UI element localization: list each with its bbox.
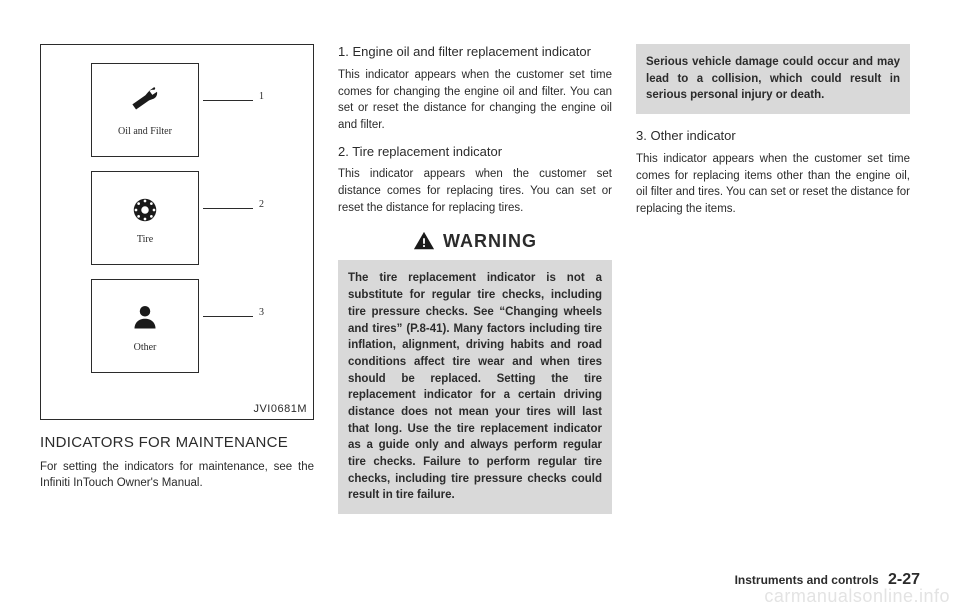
leader-line — [203, 316, 253, 317]
diagram-row-other: Other 3 — [51, 279, 303, 373]
leader-line — [203, 208, 253, 209]
tire-card: Tire — [91, 171, 199, 265]
other-card: Other — [91, 279, 199, 373]
section-heading: INDICATORS FOR MAINTE­NANCE — [40, 434, 314, 453]
diagram-row-oil: Oil and Filter 1 — [51, 63, 303, 157]
column-3: Serious vehicle damage could occur and m… — [636, 44, 910, 514]
other-label: Other — [134, 342, 157, 353]
leader-line — [203, 100, 253, 101]
sub-body-2: This indicator appears when the customer… — [338, 166, 612, 216]
columns: Oil and Filter 1 Tire 2 — [40, 44, 920, 514]
tire-label: Tire — [137, 234, 153, 245]
oil-filter-label: Oil and Filter — [118, 126, 172, 137]
wrench-icon — [127, 84, 163, 120]
maintenance-diagram: Oil and Filter 1 Tire 2 — [40, 44, 314, 420]
manual-page: Oil and Filter 1 Tire 2 — [0, 0, 960, 611]
warning-header: WARNING — [338, 230, 612, 252]
section-body: For setting the indicators for maintenan… — [40, 459, 314, 492]
column-2: 1. Engine oil and filter replacement ind… — [338, 44, 612, 514]
callout-1: 1 — [259, 91, 264, 102]
tire-icon — [127, 192, 163, 228]
warning-box: The tire replacement indicator is not a … — [338, 260, 612, 513]
warning-box-cont: Serious vehicle damage could occur and m… — [636, 44, 910, 114]
sub-body-3: This indicator appears when the customer… — [636, 151, 910, 218]
diagram-row-tire: Tire 2 — [51, 171, 303, 265]
sub-body-1: This indicator appears when the customer… — [338, 67, 612, 134]
warning-label: WARNING — [443, 231, 537, 252]
column-1: Oil and Filter 1 Tire 2 — [40, 44, 314, 514]
footer-section: Instruments and controls — [735, 573, 879, 587]
callout-3: 3 — [259, 307, 264, 318]
watermark: carmanualsonline.info — [764, 586, 950, 607]
oil-filter-card: Oil and Filter — [91, 63, 199, 157]
sub-heading-1: 1. Engine oil and filter replacement ind… — [338, 44, 612, 61]
warning-triangle-icon — [413, 230, 435, 252]
diagram-code: JVI0681M — [253, 403, 307, 415]
sub-heading-2: 2. Tire replacement indicator — [338, 144, 612, 161]
person-icon — [127, 300, 163, 336]
callout-2: 2 — [259, 199, 264, 210]
sub-heading-3: 3. Other indicator — [636, 128, 910, 145]
